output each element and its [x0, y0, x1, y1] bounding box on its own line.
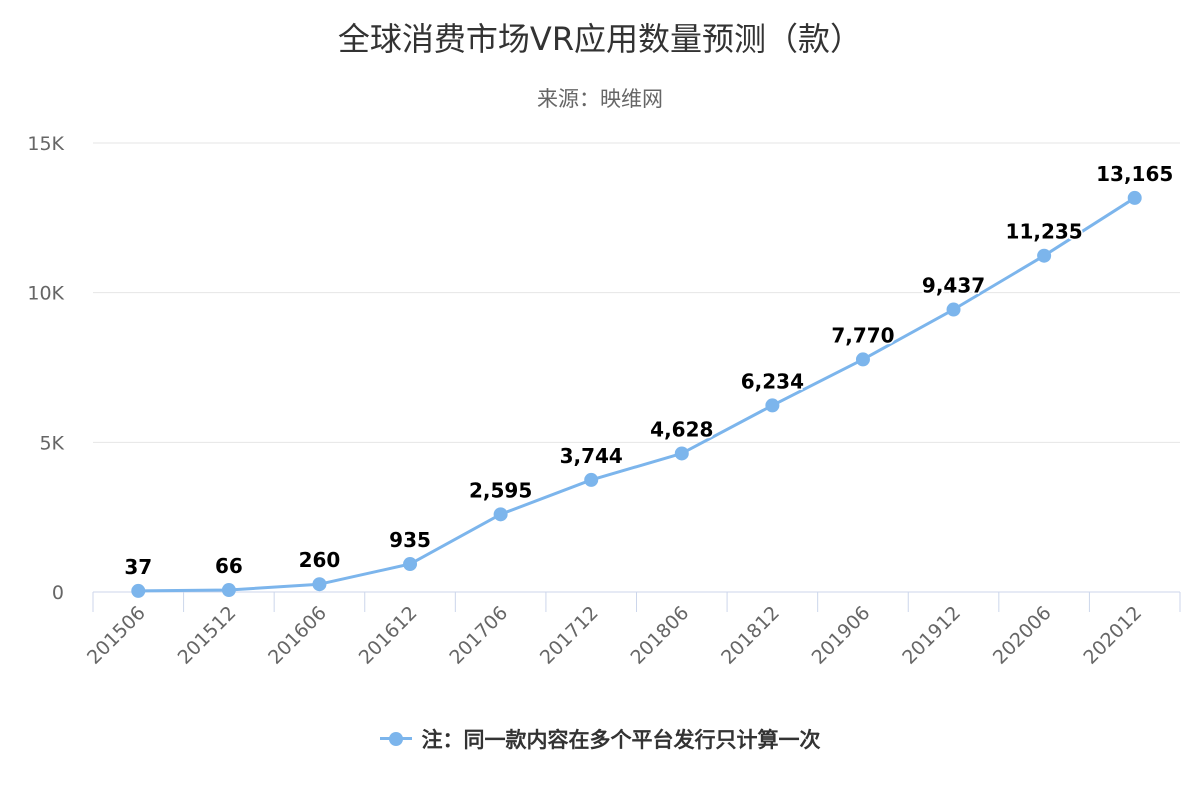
- x-tick-label: 201612: [355, 602, 422, 669]
- x-axis: 201506 201512 201606 201612 201706 201712 2018…: [83, 591, 1181, 669]
- data-label: 9,437: [922, 274, 985, 298]
- data-label: 4,628: [650, 417, 713, 441]
- x-tick-label: 201606: [264, 602, 331, 669]
- data-label: 6,234: [741, 369, 804, 393]
- legend[interactable]: 注：同一款内容在多个平台发行只计算一次: [0, 724, 1200, 754]
- data-point: [946, 302, 961, 317]
- x-tick-label: 201712: [536, 602, 603, 669]
- legend-label: 注：同一款内容在多个平台发行只计算一次: [421, 728, 821, 752]
- data-point: [674, 446, 689, 461]
- y-tick-label: 10K: [27, 283, 64, 305]
- x-tick-label: 201512: [174, 602, 241, 669]
- series-line-group: [131, 190, 1142, 598]
- y-tick-label: 5K: [39, 432, 64, 454]
- data-labels: 37 66 260 935 2,595 3,744 4,628 6,234 7,770 9,437…: [123, 160, 1175, 580]
- data-point: [1037, 248, 1052, 263]
- legend-line-marker-icon: [379, 729, 412, 749]
- x-tick-label: 201506: [83, 602, 150, 669]
- data-point: [312, 577, 327, 592]
- data-label: 3,744: [560, 444, 623, 468]
- data-point: [1127, 190, 1142, 205]
- data-label: 66: [215, 554, 243, 578]
- data-label: 260: [299, 548, 341, 572]
- data-point: [131, 583, 146, 598]
- x-tick-label: 201906: [808, 602, 875, 669]
- x-tick-label: 202012: [1079, 602, 1146, 669]
- data-point: [855, 352, 870, 367]
- x-tick-label: 201912: [898, 602, 965, 669]
- y-axis-labels: 0 5K 10K 15K: [27, 133, 64, 604]
- x-tick-label: 201812: [717, 602, 784, 669]
- data-label: 2,595: [469, 478, 532, 502]
- data-label: 935: [389, 528, 431, 552]
- x-tick-label: 201706: [445, 602, 512, 669]
- data-point: [221, 583, 236, 598]
- chart-title: 全球消费市场VR应用数量预测（款）: [337, 20, 863, 58]
- grid-lines: [93, 142, 1180, 443]
- data-point: [765, 398, 780, 413]
- chart-subtitle: 来源：映维网: [537, 87, 663, 111]
- data-label: 11,235: [1006, 220, 1083, 244]
- data-label: 7,770: [831, 323, 894, 347]
- y-tick-label: 15K: [27, 133, 64, 155]
- x-tick-label: 201806: [626, 602, 693, 669]
- x-tick-label: 202006: [989, 602, 1056, 669]
- series-line: [136, 196, 1137, 593]
- data-point: [584, 472, 599, 487]
- data-point: [493, 507, 508, 522]
- y-tick-label: 0: [52, 582, 64, 604]
- data-label: 13,165: [1096, 162, 1173, 186]
- data-point: [403, 557, 418, 572]
- data-label: 37: [124, 555, 152, 579]
